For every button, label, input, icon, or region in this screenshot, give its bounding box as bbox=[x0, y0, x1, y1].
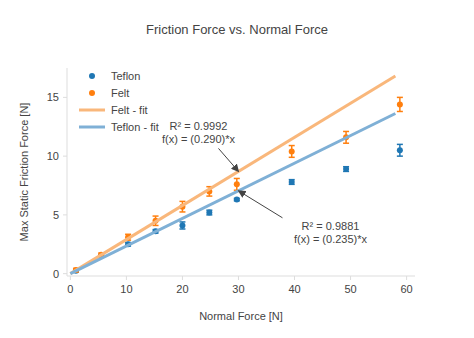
legend-label: Felt - fit bbox=[111, 104, 148, 116]
error-cap bbox=[206, 195, 212, 197]
legend-label: Teflon - fit bbox=[111, 121, 159, 133]
error-cap bbox=[234, 178, 240, 180]
point bbox=[179, 222, 185, 228]
error-cap bbox=[153, 225, 159, 227]
error-bar bbox=[397, 97, 403, 111]
annotation-text: f(x) = (0.290)*x bbox=[162, 133, 236, 145]
error-cap bbox=[289, 157, 295, 159]
x-tick-label: 10 bbox=[120, 283, 132, 295]
y-tick-label: 5 bbox=[53, 209, 59, 221]
y-tick-label: 10 bbox=[47, 150, 59, 162]
error-cap bbox=[397, 111, 403, 113]
annotation-text: R² = 0.9992 bbox=[170, 120, 228, 132]
error-cap bbox=[343, 131, 349, 133]
plot-area bbox=[70, 76, 403, 274]
x-tick bbox=[238, 276, 239, 280]
point bbox=[234, 197, 240, 203]
error-cap bbox=[153, 215, 159, 217]
point bbox=[289, 179, 295, 185]
error-cap bbox=[289, 145, 295, 147]
x-tick-label: 0 bbox=[67, 283, 73, 295]
error-bar bbox=[343, 167, 349, 172]
legend: Teflon Felt Felt - fit Teflon - fit bbox=[79, 70, 159, 133]
error-cap bbox=[343, 142, 349, 144]
point bbox=[289, 148, 295, 154]
legend-swatch bbox=[89, 90, 95, 96]
legend-swatch bbox=[79, 109, 105, 112]
y-axis-line bbox=[67, 68, 68, 276]
error-cap bbox=[397, 155, 403, 157]
error-cap bbox=[179, 228, 185, 230]
x-tick-label: 40 bbox=[288, 283, 300, 295]
error-bar bbox=[289, 180, 295, 185]
x-tick-label: 20 bbox=[176, 283, 188, 295]
point bbox=[206, 210, 212, 216]
x-tick bbox=[350, 276, 351, 280]
x-tick bbox=[182, 276, 183, 280]
y-tick bbox=[63, 156, 67, 157]
annotation-text: f(x) = (0.235)*x bbox=[294, 233, 368, 245]
y-axis-label: Max Static Friction Force [N] bbox=[18, 103, 30, 242]
legend-swatch bbox=[89, 73, 95, 79]
legend-label: Teflon bbox=[111, 70, 140, 82]
x-tick-label: 30 bbox=[232, 283, 244, 295]
point bbox=[397, 147, 403, 153]
x-tick-label: 60 bbox=[400, 283, 412, 295]
x-axis-line bbox=[67, 276, 415, 277]
error-cap bbox=[179, 201, 185, 203]
error-cap bbox=[397, 144, 403, 146]
error-bar bbox=[397, 144, 403, 156]
x-tick bbox=[70, 276, 71, 280]
point bbox=[397, 101, 403, 107]
annotation-arrow bbox=[218, 148, 238, 171]
error-bar bbox=[179, 222, 185, 229]
chart: Friction Force vs. Normal Force 0 10 20 30 40… bbox=[0, 0, 474, 338]
x-tick bbox=[294, 276, 295, 280]
annotation-arrow bbox=[238, 191, 282, 218]
y-tick bbox=[63, 214, 67, 215]
error-bar bbox=[206, 210, 212, 215]
legend-label: Felt bbox=[111, 87, 129, 99]
x-tick bbox=[126, 276, 127, 280]
title: Friction Force vs. Normal Force bbox=[146, 22, 328, 37]
error-cap bbox=[397, 97, 403, 99]
point bbox=[234, 181, 240, 187]
error-cap bbox=[179, 221, 185, 223]
fit-line bbox=[70, 76, 395, 274]
background bbox=[0, 0, 474, 338]
x-axis-label: Normal Force [N] bbox=[199, 310, 283, 322]
point bbox=[343, 166, 349, 172]
error-bar bbox=[289, 146, 295, 158]
annotation-text: R² = 0.9881 bbox=[302, 220, 360, 232]
error-bar bbox=[234, 178, 240, 190]
legend-swatch bbox=[79, 126, 105, 129]
error-cap bbox=[179, 211, 185, 213]
fit-line bbox=[70, 113, 395, 273]
y-tick bbox=[63, 273, 67, 274]
x-tick bbox=[406, 276, 407, 280]
y-tick-label: 0 bbox=[53, 268, 59, 280]
y-tick bbox=[63, 97, 67, 98]
y-tick-label: 15 bbox=[47, 91, 59, 103]
x-tick-label: 50 bbox=[344, 283, 356, 295]
